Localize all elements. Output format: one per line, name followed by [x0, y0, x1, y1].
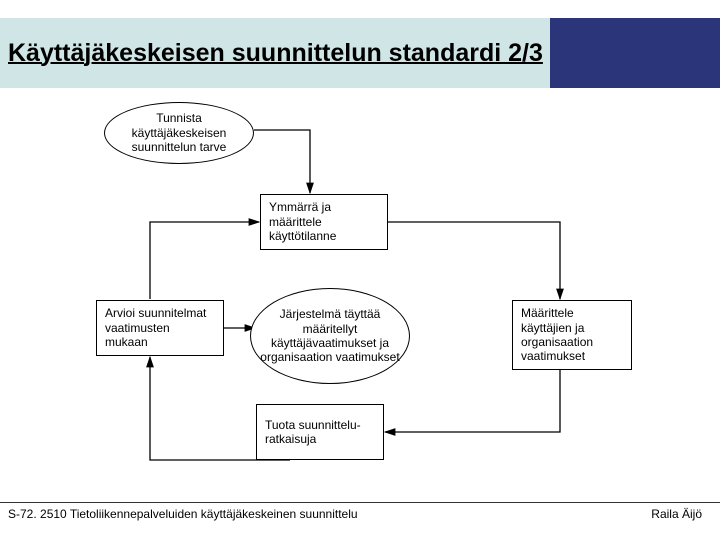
node-label: Järjestelmä täyttää määritellyt käyttäjä…: [259, 307, 401, 365]
title-container: Käyttäjäkeskeisen suunnittelun standardi…: [0, 18, 550, 88]
node-label: Tunnista käyttäjäkeskeisen suunnittelun …: [113, 111, 245, 154]
node-system-satisfies: Järjestelmä täyttää määritellyt käyttäjä…: [250, 288, 410, 384]
flowchart: Tunnista käyttäjäkeskeisen suunnittelun …: [0, 88, 720, 508]
node-produce-solutions: Tuota suunnittelu-ratkaisuja: [256, 404, 384, 460]
footer: S-72. 2510 Tietoliikennepalveluiden käyt…: [0, 502, 720, 526]
node-specify-requirements: Määrittele käyttäjien ja organisaation v…: [512, 300, 632, 370]
node-label: Arvioi suunnitelmat vaatimusten mukaan: [105, 306, 215, 349]
footer-author: Raila Äijö: [651, 507, 702, 521]
footer-course: S-72. 2510 Tietoliikennepalveluiden käyt…: [8, 507, 358, 521]
node-label: Määrittele käyttäjien ja organisaation v…: [521, 306, 623, 364]
page-title: Käyttäjäkeskeisen suunnittelun standardi…: [8, 39, 543, 68]
node-label: Ymmärrä ja määrittele käyttötilanne: [269, 200, 379, 243]
node-identify-need: Tunnista käyttäjäkeskeisen suunnittelun …: [104, 102, 254, 164]
node-understand-context: Ymmärrä ja määrittele käyttötilanne: [260, 194, 388, 250]
node-evaluate-designs: Arvioi suunnitelmat vaatimusten mukaan: [96, 300, 224, 356]
node-label: Tuota suunnittelu-ratkaisuja: [265, 418, 375, 447]
